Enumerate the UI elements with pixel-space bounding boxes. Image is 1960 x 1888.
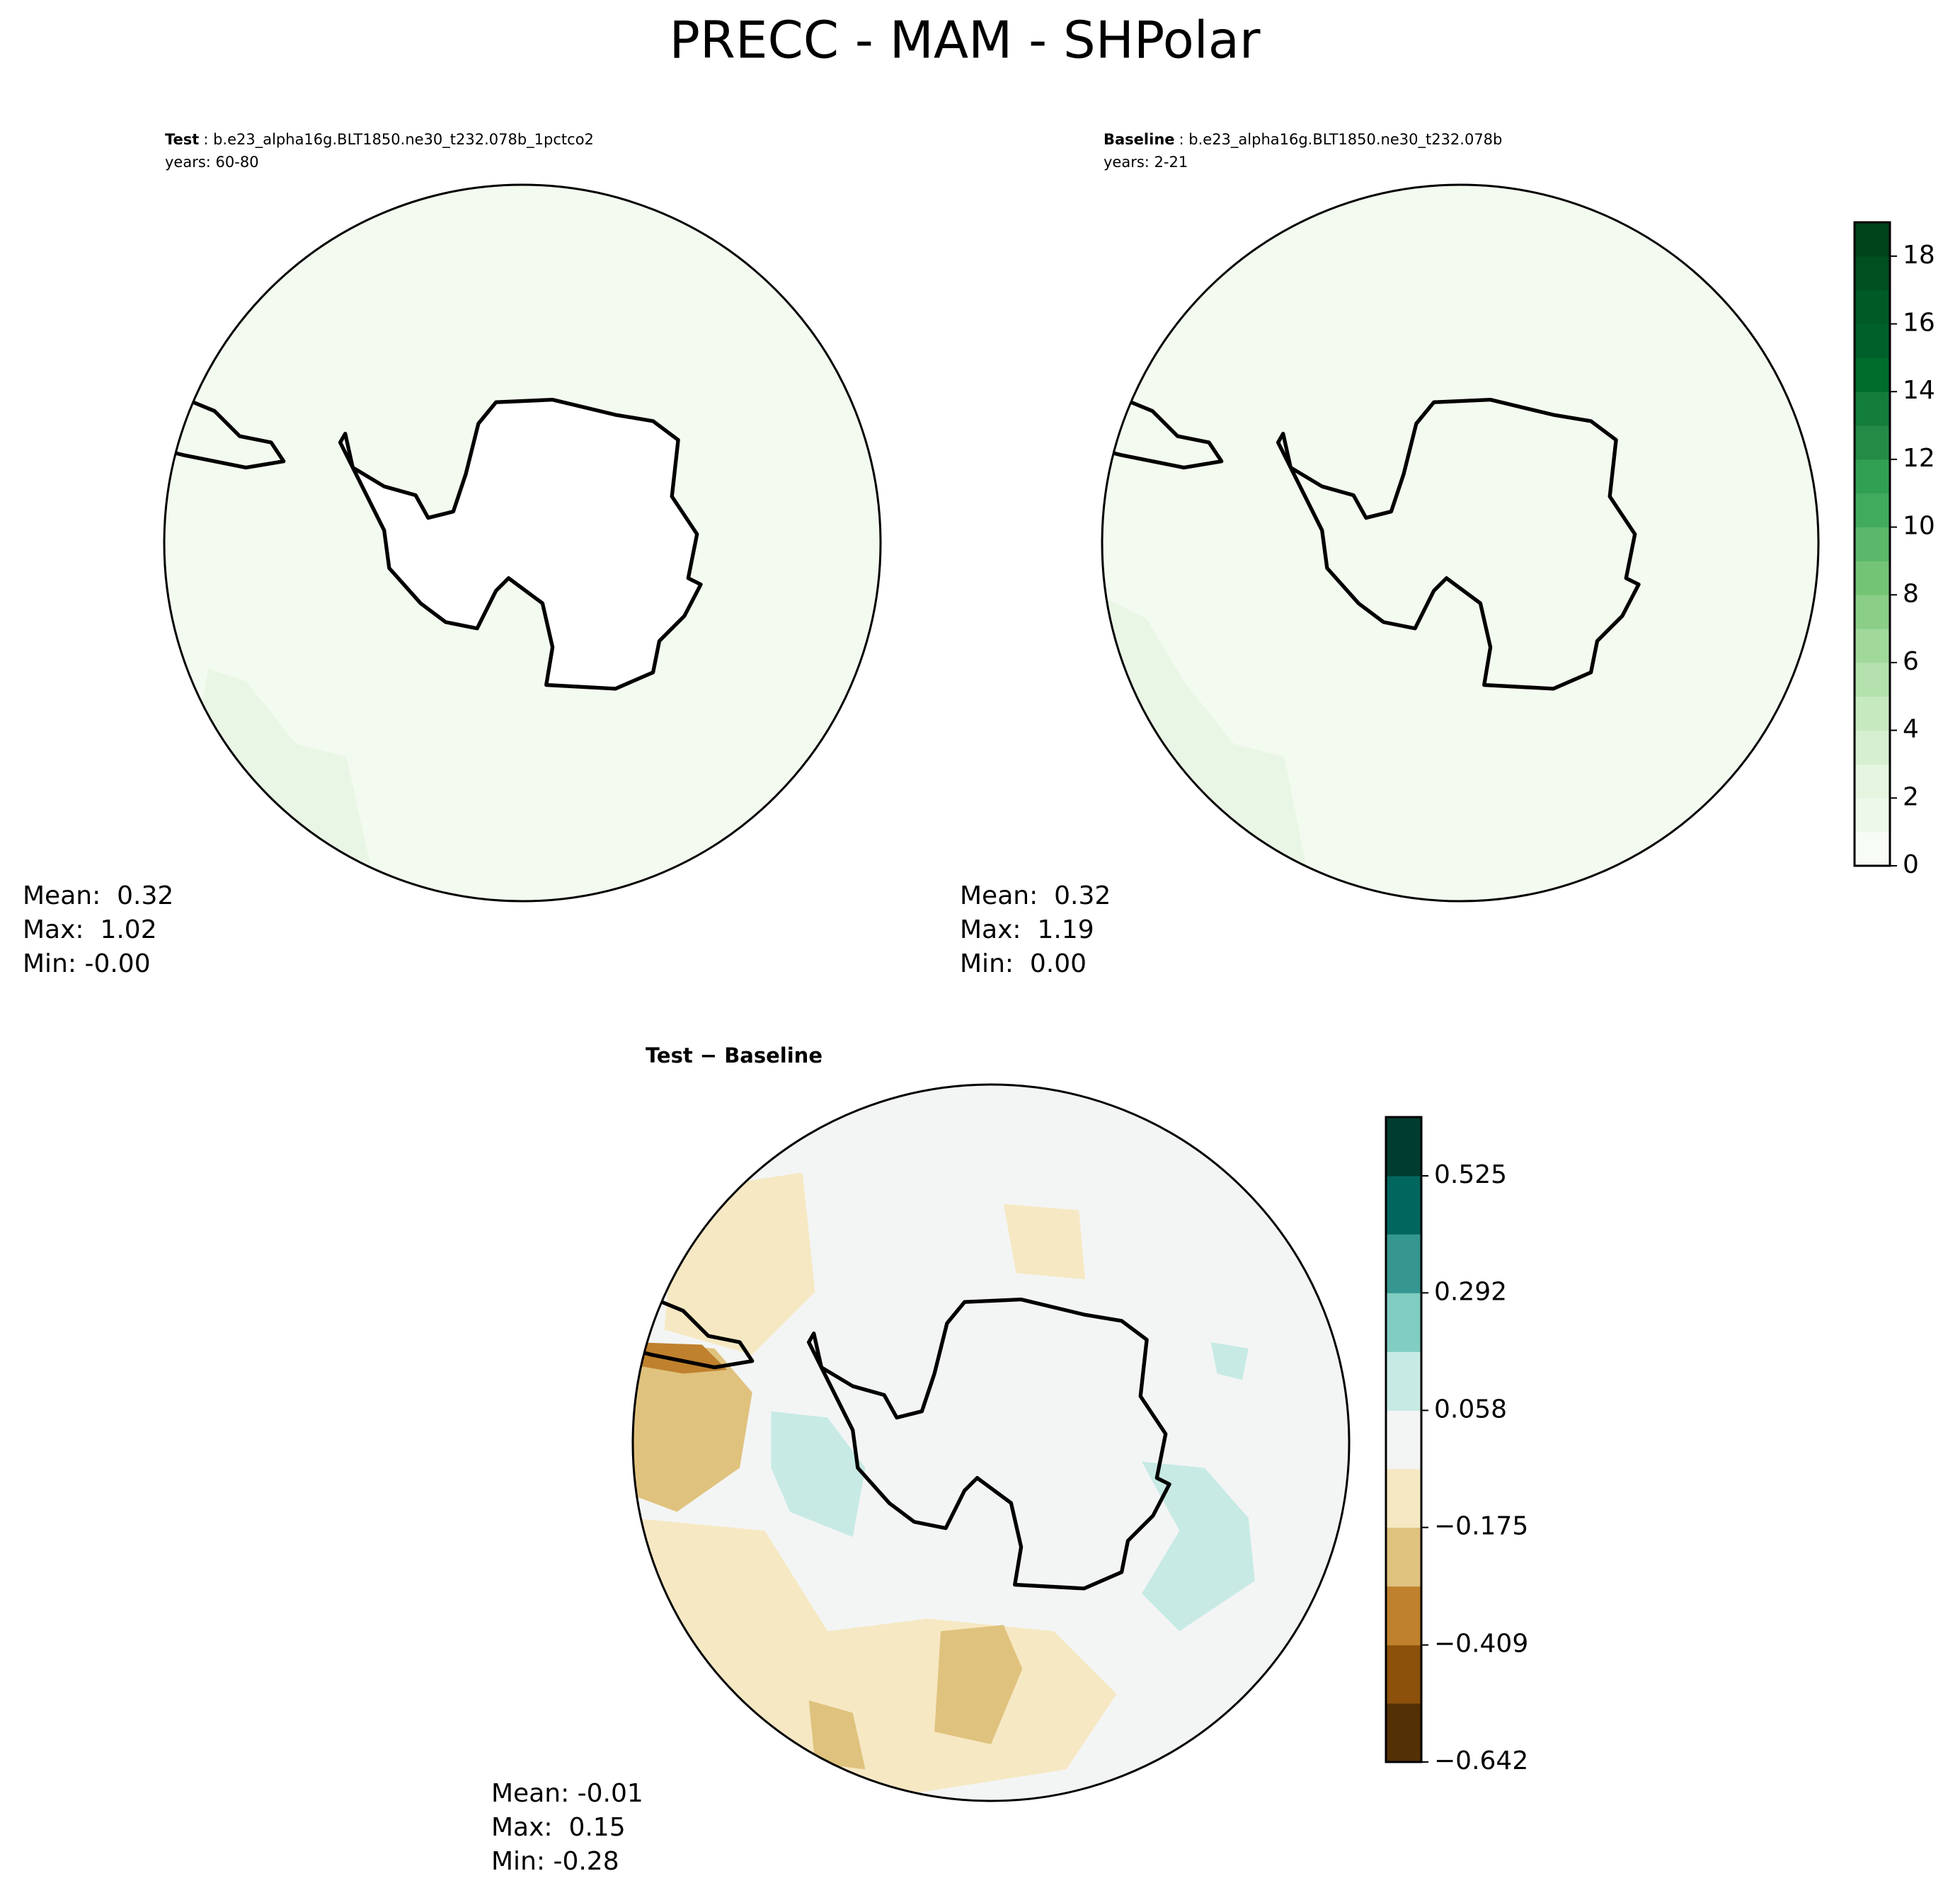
- colorbar-band: [1855, 290, 1890, 325]
- panel-header: Test: b.e23_alpha16g.BLT1850.ne30_t232.0…: [165, 131, 594, 149]
- colorbar-band: [1855, 730, 1890, 765]
- map-boundary: [163, 183, 882, 903]
- colorbar-band: [1855, 459, 1890, 494]
- field-region: [195, 668, 372, 870]
- tick-label: −0.175: [1434, 1512, 1528, 1541]
- colorbar-band: [1855, 222, 1890, 257]
- tick-label: −0.642: [1434, 1746, 1528, 1775]
- tick-label: 16: [1903, 309, 1935, 338]
- tick-label: 18: [1903, 241, 1935, 270]
- colorbar-band: [1855, 324, 1890, 358]
- tick-label: 4: [1903, 715, 1919, 744]
- colorbar-band: [1855, 832, 1890, 866]
- field-region: [633, 1342, 752, 1512]
- tick-label: 0: [1903, 850, 1919, 879]
- panel-label: Baseline: [1104, 131, 1175, 148]
- colorbar-frame: [1853, 221, 1891, 867]
- field-region: [808, 1700, 866, 1770]
- tick-label: 8: [1903, 579, 1919, 608]
- colorbar-band: [1855, 493, 1890, 528]
- colorbar-band: [1855, 357, 1890, 392]
- tick-label: 12: [1903, 444, 1935, 473]
- map-field: [1102, 185, 1818, 901]
- tick-label: 0.058: [1434, 1395, 1507, 1424]
- tick-label: 10: [1903, 512, 1935, 541]
- map: [1102, 185, 1818, 901]
- panel-label: Test: [165, 131, 199, 148]
- tick-label: 2: [1903, 782, 1919, 811]
- colorbar-band: [1386, 1117, 1421, 1177]
- colorbar-band: [1855, 696, 1890, 731]
- stat: Min: 0.00: [960, 949, 1087, 978]
- tick-label: 0.525: [1434, 1160, 1507, 1189]
- colorbar-band: [1855, 391, 1890, 426]
- stat: Min: -0.00: [23, 949, 151, 978]
- colorbar-band: [1855, 595, 1890, 629]
- panel-header: Baseline: b.e23_alpha16g.BLT1850.ne30_t2…: [1104, 131, 1502, 149]
- colorbar-band: [1855, 256, 1890, 291]
- colorbar-band: [1386, 1703, 1421, 1763]
- tick-label: 6: [1903, 647, 1919, 676]
- field-region: [771, 1411, 866, 1538]
- map-boundary: [1101, 183, 1820, 903]
- map: [164, 185, 881, 901]
- colorbar-frame: [1385, 1116, 1423, 1763]
- stat: Mean: -0.01: [491, 1779, 643, 1808]
- years: years: 60-80: [165, 154, 259, 171]
- years: years: 2-21: [1104, 154, 1188, 171]
- field-region: [1142, 1461, 1255, 1632]
- colorbar-band: [1386, 1293, 1421, 1352]
- colorbar-band: [1386, 1410, 1421, 1470]
- colorbar-band: [1386, 1586, 1421, 1646]
- panel-title: Test − Baseline: [646, 1043, 823, 1068]
- colorbar-band: [1855, 798, 1890, 833]
- map-boundary: [631, 1083, 1351, 1802]
- colorbar-band: [1386, 1351, 1421, 1411]
- figure-title: PRECC - MAM - SHPolar: [670, 11, 1261, 70]
- case-name: : b.e23_alpha16g.BLT1850.ne30_t232.078b_…: [203, 131, 594, 149]
- colorbar-band: [1855, 561, 1890, 595]
- field-region: [1210, 1342, 1249, 1380]
- colorbar-band: [1386, 1468, 1421, 1528]
- stat: Mean: 0.32: [960, 881, 1111, 910]
- field-region: [934, 1625, 1023, 1744]
- stat: Max: 1.02: [23, 915, 157, 944]
- map: [633, 1085, 1349, 1801]
- tick-label: 0.292: [1434, 1277, 1507, 1306]
- stat: Max: 1.19: [960, 915, 1094, 944]
- case-name: : b.e23_alpha16g.BLT1850.ne30_t232.078b: [1179, 131, 1503, 149]
- colorbar-band: [1386, 1176, 1421, 1235]
- stat: Max: 0.15: [491, 1813, 626, 1842]
- field-region: [1102, 593, 1310, 883]
- colorbar-band: [1386, 1644, 1421, 1704]
- colorbar-band: [1855, 527, 1890, 561]
- colorbar-band: [1855, 764, 1890, 799]
- colorbar-band: [1386, 1527, 1421, 1587]
- colorbar-band: [1386, 1234, 1421, 1293]
- tick-label: −0.409: [1434, 1630, 1528, 1659]
- tick-label: 14: [1903, 376, 1935, 405]
- stat: Min: -0.28: [491, 1847, 619, 1876]
- colorbar-band: [1855, 629, 1890, 663]
- field-region: [1003, 1203, 1086, 1280]
- colorbar-band: [1855, 662, 1890, 697]
- colorbar-band: [1855, 425, 1890, 460]
- stat: Mean: 0.32: [23, 881, 173, 910]
